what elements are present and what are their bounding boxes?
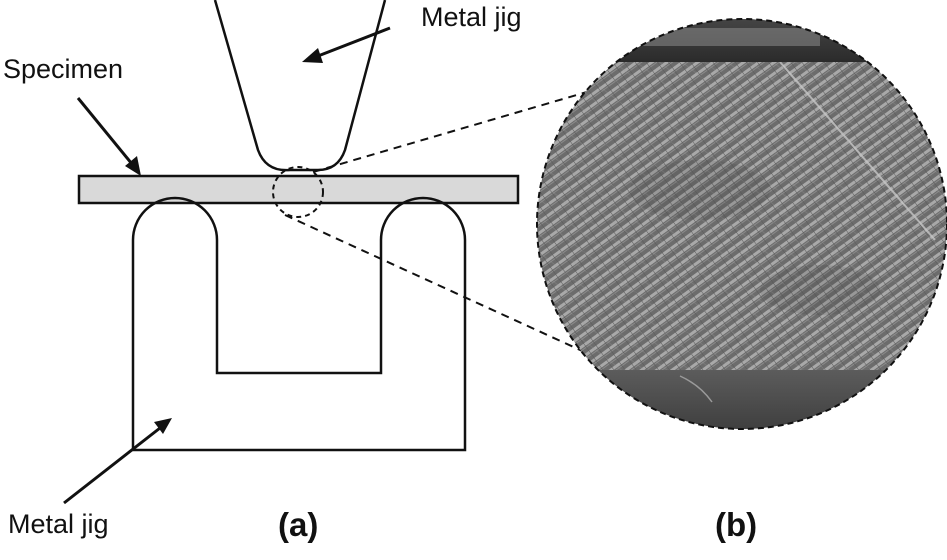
specimen-label: Specimen [3, 54, 124, 84]
panel-b-label: (b) [715, 506, 758, 543]
arrow-metal-jig-top [302, 26, 391, 63]
upper-metal-jig [213, 0, 387, 172]
focus-circle [272, 166, 324, 218]
connector-line-bottom [284, 214, 603, 361]
micrograph [537, 19, 947, 429]
lower-metal-jig [131, 196, 467, 452]
panel-a-label: (a) [278, 506, 319, 543]
specimen-bar [77, 174, 520, 205]
connector-line-top [312, 79, 629, 173]
arrow-metal-jig-bottom [63, 418, 172, 505]
arrow-specimen [76, 97, 141, 176]
metal-jig-bottom-label: Metal jig [8, 509, 109, 539]
metal-jig-top-label: Metal jig [421, 2, 522, 32]
magnified-circle [536, 18, 947, 430]
